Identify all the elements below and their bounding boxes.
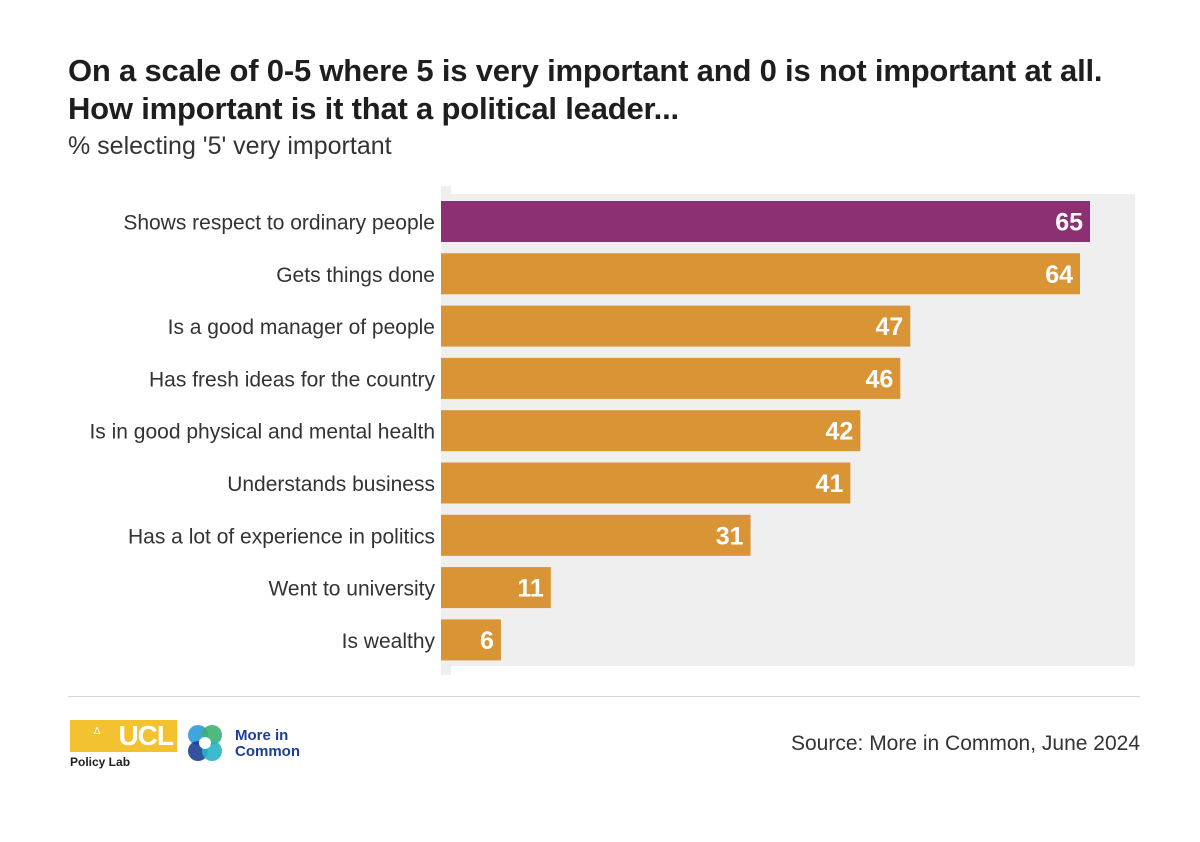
category-label-3: Is a good manager of people — [168, 316, 435, 339]
chart-title-line-2: How important is it that a political lea… — [68, 91, 679, 126]
category-label-5: Is in good physical and mental health — [89, 421, 435, 444]
mic-line-2: Common — [235, 743, 300, 760]
value-label-3: 47 — [875, 313, 903, 341]
bar-chart: Shows respect to ordinary people 65 Gets t… — [89, 186, 1135, 675]
value-label-2: 64 — [1045, 261, 1073, 289]
more-in-common-logo-icon — [188, 725, 222, 761]
chart-title-line-1: On a scale of 0-5 where 5 is very import… — [68, 53, 1103, 88]
mic-line-1: More in — [235, 727, 289, 744]
bar-6 — [441, 462, 851, 504]
ucl-logo: ∆ UCL — [70, 720, 177, 752]
category-label-2: Gets things done — [276, 264, 435, 287]
more-in-common-logo-text: More in Common — [235, 728, 300, 760]
category-label-7: Has a lot of experience in politics — [128, 525, 435, 548]
policy-lab-label: Policy Lab — [70, 755, 131, 769]
value-label-6: 41 — [816, 470, 844, 498]
bar-3 — [441, 305, 911, 347]
category-label-4: Has fresh ideas for the country — [149, 368, 435, 391]
value-label-7: 31 — [716, 522, 744, 550]
bar-9 — [441, 619, 501, 661]
bar-4 — [441, 357, 901, 399]
value-label-5: 42 — [826, 418, 854, 446]
bar-2 — [441, 253, 1081, 295]
category-label-6: Understands business — [227, 473, 435, 496]
bar-7 — [441, 514, 751, 556]
value-label-8: 11 — [517, 575, 544, 603]
chart-subtitle: % selecting '5' very important — [68, 132, 392, 160]
bar-1 — [441, 201, 1090, 242]
ucl-logo-mark: ∆ — [94, 726, 101, 737]
value-label-1: 65 — [1055, 209, 1083, 237]
footer-divider — [68, 696, 1140, 697]
ucl-logo-text: UCL — [118, 720, 174, 751]
chart-title: On a scale of 0-5 where 5 is very import… — [68, 52, 1148, 128]
bar-5 — [441, 410, 861, 452]
bar-8 — [441, 567, 551, 609]
value-label-9: 6 — [480, 627, 494, 655]
value-label-4: 46 — [865, 365, 893, 393]
category-label-1: Shows respect to ordinary people — [123, 212, 435, 235]
source-note: Source: More in Common, June 2024 — [790, 732, 1140, 755]
category-label-9: Is wealthy — [342, 630, 436, 653]
category-label-8: Went to university — [268, 578, 435, 601]
